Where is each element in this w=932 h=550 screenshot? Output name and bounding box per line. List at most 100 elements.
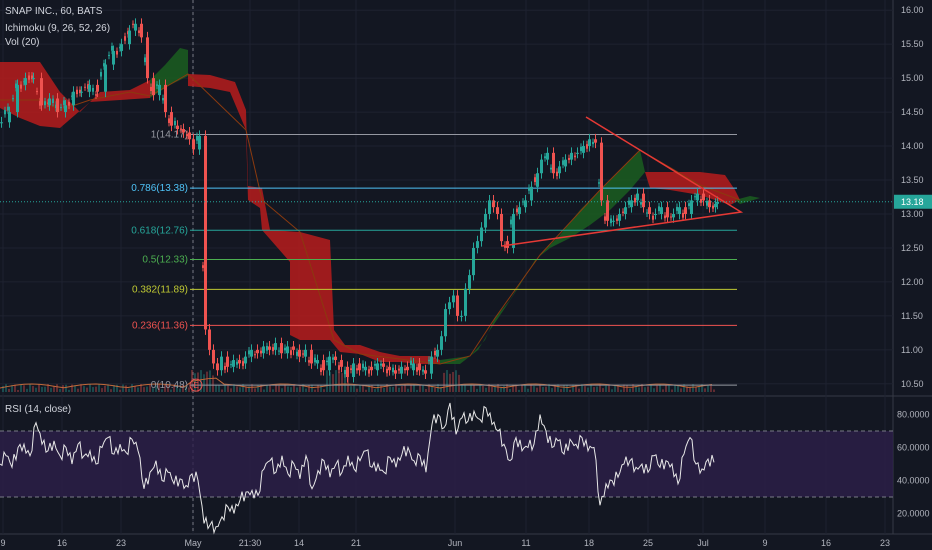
- volume-bar: [473, 385, 475, 392]
- volume-bar: [551, 388, 553, 392]
- volume-bar: [272, 389, 274, 392]
- candle-body: [428, 359, 430, 362]
- candle-body: [304, 349, 307, 357]
- candle-body: [480, 227, 483, 242]
- candle-body: [204, 135, 207, 330]
- candle-body: [334, 356, 337, 361]
- legend-symbol[interactable]: SNAP INC., 60, BATS: [5, 6, 103, 17]
- candle-body: [220, 356, 223, 371]
- candle-body: [302, 353, 304, 355]
- candle-body: [552, 152, 555, 174]
- volume-bar: [539, 384, 541, 392]
- candle-body: [392, 367, 394, 373]
- time-tick-label: 21:30: [239, 538, 262, 548]
- volume-bar: [323, 389, 325, 392]
- candle-body: [648, 207, 651, 214]
- volume-bar: [629, 388, 631, 392]
- volume-bar: [281, 388, 283, 392]
- candle-body: [244, 356, 247, 364]
- candle-body: [152, 78, 155, 96]
- candle-body: [702, 193, 705, 201]
- volume-bar: [536, 387, 538, 392]
- volume-bar: [32, 386, 34, 392]
- volume-bar: [35, 387, 37, 392]
- volume-bar: [173, 384, 175, 392]
- volume-bar: [233, 384, 235, 392]
- volume-bar: [329, 371, 331, 392]
- current-price-label: 13.18: [901, 197, 924, 207]
- volume-bar: [650, 384, 652, 392]
- candle-body: [700, 199, 702, 203]
- candle-body: [484, 213, 487, 228]
- volume-bar: [497, 384, 499, 392]
- time-tick-label: 14: [294, 538, 304, 548]
- candle-body: [296, 351, 298, 356]
- volume-bar: [125, 385, 127, 392]
- candle-body: [594, 139, 597, 143]
- candle-body: [31, 75, 33, 80]
- volume-bar: [287, 386, 289, 392]
- candle-body: [582, 146, 585, 153]
- candle-body: [444, 309, 447, 337]
- candle-body: [716, 201, 719, 204]
- volume-bar: [626, 385, 628, 392]
- volume-bar: [425, 388, 427, 392]
- candle-body: [12, 98, 14, 100]
- volume-bar: [545, 386, 547, 392]
- volume-bar: [692, 384, 694, 392]
- candle-body: [44, 101, 46, 106]
- volume-bar: [260, 384, 262, 392]
- candle-body: [682, 212, 684, 218]
- candle-body: [208, 329, 211, 350]
- candle-body: [104, 64, 107, 92]
- volume-bar: [47, 384, 49, 392]
- legend-ichimoku[interactable]: Ichimoku (9, 26, 52, 26): [5, 23, 111, 34]
- volume-bar: [392, 386, 394, 392]
- candle-body: [284, 347, 286, 351]
- candle-body: [168, 118, 170, 123]
- candle-body: [80, 91, 83, 93]
- volume-bar: [617, 384, 619, 392]
- candle-body: [36, 91, 38, 93]
- time-tick-label: 16: [821, 538, 831, 548]
- price-tick-label: 10.50: [901, 379, 924, 389]
- legend-volume[interactable]: Vol (20): [5, 37, 40, 48]
- candle-body: [586, 144, 588, 149]
- candle-body: [84, 86, 86, 88]
- volume-bar: [257, 385, 259, 392]
- volume-bar: [212, 375, 214, 392]
- kumo-area: [440, 150, 645, 364]
- volume-bar: [224, 384, 226, 392]
- candle-body: [510, 219, 512, 225]
- legend-rsi[interactable]: RSI (14, close): [5, 404, 72, 415]
- candle-body: [96, 84, 99, 92]
- candle-body: [430, 356, 433, 374]
- volume-bar: [533, 386, 535, 392]
- candle-body: [224, 365, 226, 370]
- time-tick-label: 9: [0, 538, 5, 548]
- volume-bar: [656, 385, 658, 392]
- candle-body: [598, 182, 600, 184]
- volume-bar: [110, 389, 112, 392]
- candle-body: [642, 193, 645, 208]
- volume-bar: [230, 388, 232, 392]
- time-tick-label: 21: [351, 538, 361, 548]
- volume-bar: [674, 384, 676, 392]
- volume-bar: [17, 389, 19, 392]
- volume-bar: [524, 385, 526, 392]
- volume-bar: [149, 384, 151, 392]
- volume-bar: [668, 384, 670, 392]
- volume-bar: [557, 384, 559, 392]
- candle-body: [550, 167, 552, 170]
- candle-body: [422, 369, 424, 372]
- candle-body: [616, 218, 618, 221]
- candle-body: [684, 207, 687, 214]
- candle-body: [28, 75, 30, 80]
- volume-bar: [146, 386, 148, 392]
- volume-bar: [620, 389, 622, 392]
- candle-body: [706, 200, 708, 206]
- candle-body: [63, 100, 65, 105]
- volume-bar: [653, 388, 655, 392]
